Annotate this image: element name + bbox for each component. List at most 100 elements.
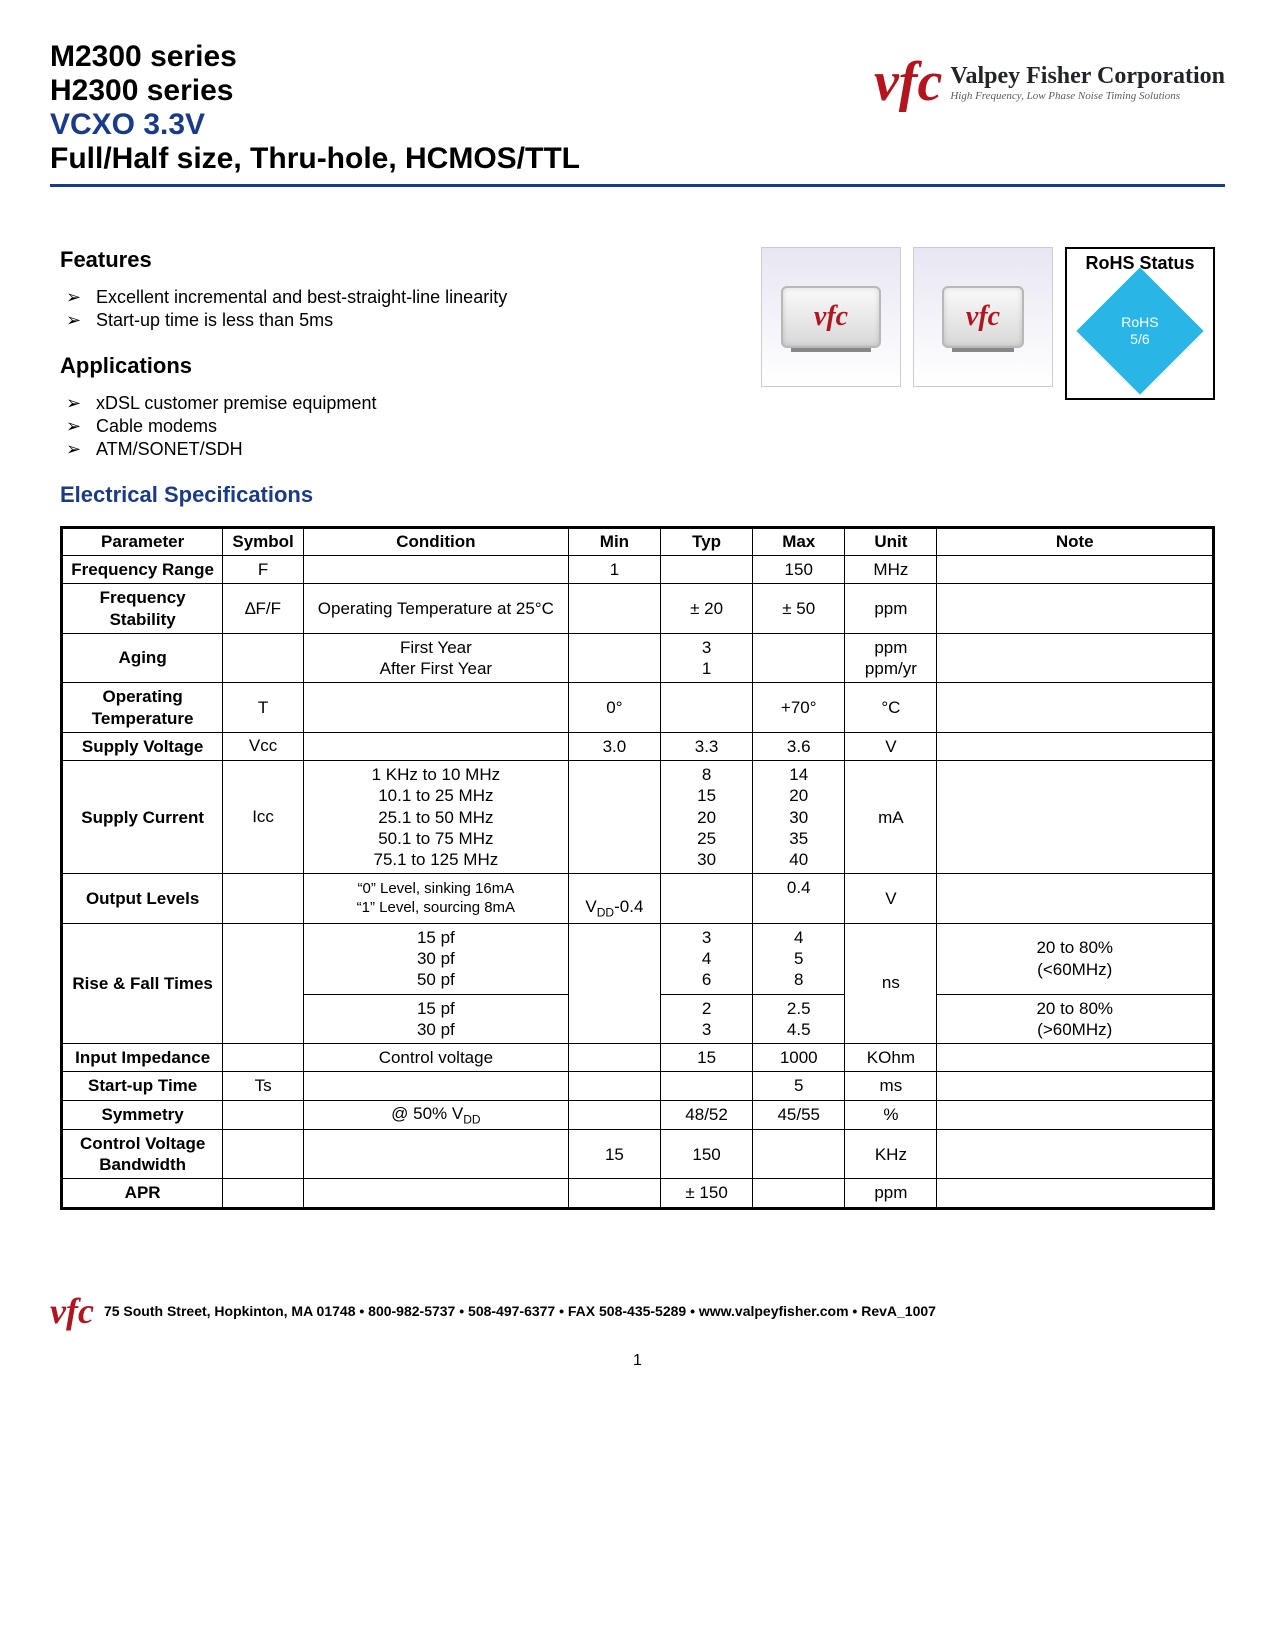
logo-tagline: High Frequency, Low Phase Noise Timing S…	[950, 90, 1225, 102]
cell-condition	[303, 1129, 568, 1179]
cell-unit: V	[845, 874, 937, 924]
cell-max	[753, 1179, 845, 1208]
table-row: Start-up TimeTs 5ms	[62, 1072, 1214, 1100]
cell-min	[568, 633, 660, 683]
cell-symbol	[223, 1179, 304, 1208]
cell-min	[568, 761, 660, 874]
page-footer: vfc 75 South Street, Hopkinton, MA 01748…	[50, 1290, 1225, 1332]
cell-max: 458	[753, 923, 845, 994]
cell-unit: KHz	[845, 1129, 937, 1179]
cell-symbol: F	[223, 556, 304, 584]
title-line-4: Full/Half size, Thru-hole, HCMOS/TTL	[50, 142, 580, 176]
table-row: Rise & Fall Times15 pf30 pf50 pf346458ns…	[62, 923, 1214, 994]
spec-heading: Electrical Specifications	[60, 482, 1215, 508]
cell-min	[568, 923, 660, 1043]
cell-min	[568, 1072, 660, 1100]
rohs-badge-icon: RoHS 5/6	[1076, 267, 1203, 394]
table-row: Symmetry@ 50% VDD 48/5245/55%	[62, 1100, 1214, 1129]
cell-min	[568, 584, 660, 634]
cell-max	[753, 633, 845, 683]
cell-condition	[303, 1179, 568, 1208]
cell-max: 2.54.5	[753, 994, 845, 1044]
cell-parameter: Operating Temperature	[62, 683, 223, 733]
cell-symbol: Ts	[223, 1072, 304, 1100]
cell-note	[937, 1100, 1214, 1129]
chip-logo-icon: vfc	[966, 301, 1000, 333]
application-item: ATM/SONET/SDH	[96, 439, 741, 460]
cell-condition: First YearAfter First Year	[303, 633, 568, 683]
cell-note	[937, 1044, 1214, 1072]
applications-heading: Applications	[60, 353, 741, 379]
cell-note	[937, 556, 1214, 584]
cell-note	[937, 633, 1214, 683]
cell-parameter: Frequency Stability	[62, 584, 223, 634]
feature-item: Excellent incremental and best-straight-…	[96, 287, 741, 308]
col-parameter: Parameter	[62, 528, 223, 556]
title-line-2: H2300 series	[50, 74, 580, 108]
cell-min: 0°	[568, 683, 660, 733]
table-row: Output Levels“0” Level, sinking 16mA“1” …	[62, 874, 1214, 924]
col-condition: Condition	[303, 528, 568, 556]
cell-condition: “0” Level, sinking 16mA“1” Level, sourci…	[303, 874, 568, 924]
cell-typ	[661, 874, 753, 924]
cell-note	[937, 732, 1214, 760]
cell-condition: 1 KHz to 10 MHz10.1 to 25 MHz25.1 to 50 …	[303, 761, 568, 874]
cell-max: 45/55	[753, 1100, 845, 1129]
col-symbol: Symbol	[223, 528, 304, 556]
cell-unit: KOhm	[845, 1044, 937, 1072]
spec-table: Parameter Symbol Condition Min Typ Max U…	[60, 526, 1215, 1210]
features-list: Excellent incremental and best-straight-…	[60, 287, 741, 331]
application-item: xDSL customer premise equipment	[96, 393, 741, 414]
cell-condition	[303, 1072, 568, 1100]
cell-note	[937, 1129, 1214, 1179]
cell-parameter: Aging	[62, 633, 223, 683]
cell-typ: ± 20	[661, 584, 753, 634]
cell-unit: %	[845, 1100, 937, 1129]
cell-unit: ppm	[845, 584, 937, 634]
cell-parameter: Supply Current	[62, 761, 223, 874]
applications-list: xDSL customer premise equipment Cable mo…	[60, 393, 741, 460]
cell-note	[937, 683, 1214, 733]
cell-symbol: T	[223, 683, 304, 733]
cell-condition	[303, 732, 568, 760]
cell-condition: 15 pf30 pf50 pf	[303, 923, 568, 994]
cell-parameter: Input Impedance	[62, 1044, 223, 1072]
company-logo: vfc Valpey Fisher Corporation High Frequ…	[874, 60, 1225, 105]
cell-note	[937, 761, 1214, 874]
cell-symbol	[223, 1129, 304, 1179]
col-min: Min	[568, 528, 660, 556]
feature-item: Start-up time is less than 5ms	[96, 310, 741, 331]
cell-note	[937, 584, 1214, 634]
cell-max: 1000	[753, 1044, 845, 1072]
table-row: Aging First YearAfter First Year 31 ppmpp…	[62, 633, 1214, 683]
cell-typ: 48/52	[661, 1100, 753, 1129]
cell-typ	[661, 556, 753, 584]
table-header-row: Parameter Symbol Condition Min Typ Max U…	[62, 528, 1214, 556]
cell-typ: 15	[661, 1044, 753, 1072]
cell-parameter: Symmetry	[62, 1100, 223, 1129]
cell-unit: ms	[845, 1072, 937, 1100]
cell-max: 3.6	[753, 732, 845, 760]
cell-max: ± 50	[753, 584, 845, 634]
rohs-status-box: RoHS Status RoHS 5/6	[1065, 247, 1215, 400]
table-row: Frequency RangeF 1 150MHz	[62, 556, 1214, 584]
cell-min: 15	[568, 1129, 660, 1179]
cell-symbol	[223, 874, 304, 924]
cell-unit: ppmppm/yr	[845, 633, 937, 683]
cell-min	[568, 1100, 660, 1129]
cell-min	[568, 1179, 660, 1208]
cell-parameter: Supply Voltage	[62, 732, 223, 760]
rohs-badge-line2: 5/6	[1130, 331, 1149, 347]
table-row: Input ImpedanceControl voltage 151000KOh…	[62, 1044, 1214, 1072]
cell-symbol: ∆F/F	[223, 584, 304, 634]
logo-company-name: Valpey Fisher Corporation	[950, 63, 1225, 90]
table-row: Frequency Stability∆F/FOperating Tempera…	[62, 584, 1214, 634]
cell-max: 5	[753, 1072, 845, 1100]
cell-typ: 31	[661, 633, 753, 683]
cell-max: 1420303540	[753, 761, 845, 874]
cell-typ: 346	[661, 923, 753, 994]
cell-symbol	[223, 923, 304, 1043]
cell-symbol: Vcc	[223, 732, 304, 760]
cell-unit: mA	[845, 761, 937, 874]
table-row: Operating TemperatureT 0° +70°°C	[62, 683, 1214, 733]
